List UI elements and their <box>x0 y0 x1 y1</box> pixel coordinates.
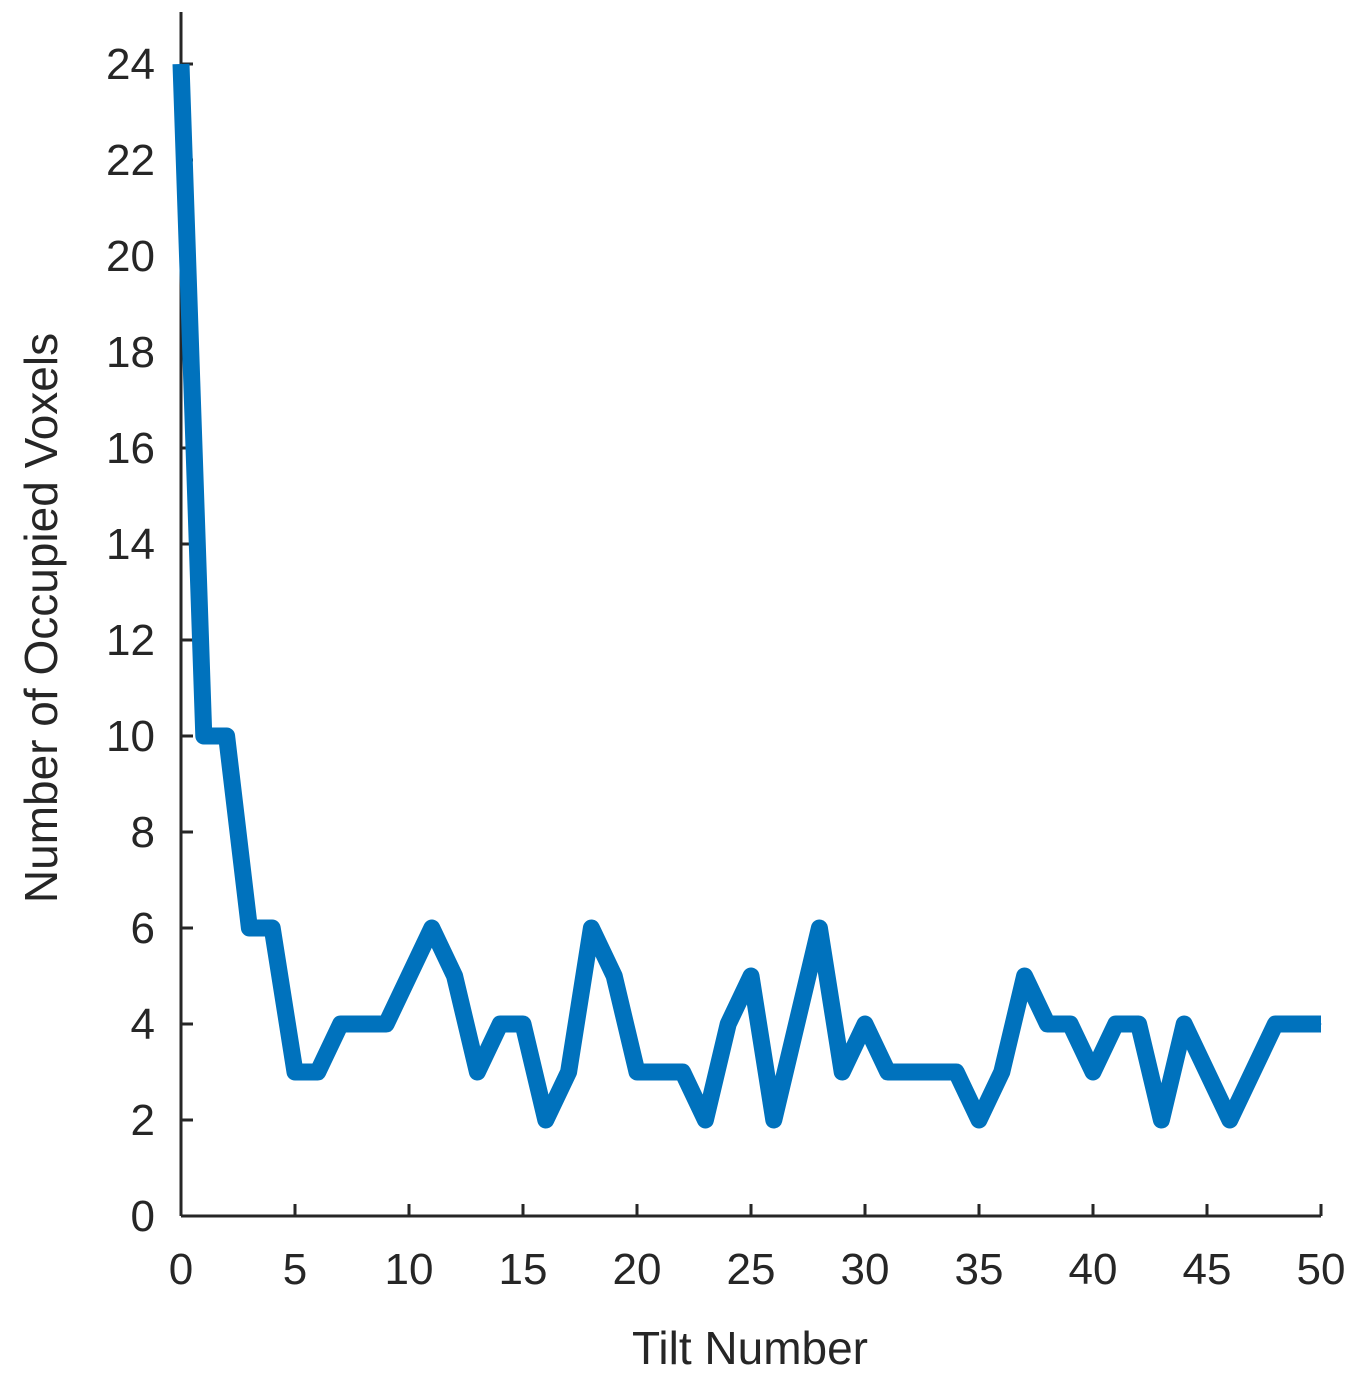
data-point <box>682 1071 684 1073</box>
data-point <box>545 1119 547 1121</box>
data-point <box>818 927 820 929</box>
data-point <box>180 63 182 65</box>
data-point <box>932 1071 934 1073</box>
data-point <box>841 1071 843 1073</box>
x-tick-label: 15 <box>499 1245 548 1294</box>
x-axis-title: Tilt Number <box>632 1322 868 1374</box>
y-tick-label: 18 <box>106 328 155 377</box>
data-point <box>727 1023 729 1025</box>
data-point <box>568 1071 570 1073</box>
x-tick-label: 40 <box>1069 1245 1118 1294</box>
data-point <box>1297 1023 1299 1025</box>
x-tick-label: 10 <box>385 1245 434 1294</box>
x-tick-label: 45 <box>1183 1245 1232 1294</box>
data-point <box>454 975 456 977</box>
data-point <box>1229 1119 1231 1121</box>
series-layer <box>172 63 1322 1129</box>
y-tick-label: 14 <box>106 520 155 569</box>
x-tick-label: 25 <box>727 1245 776 1294</box>
x-tick-label: 20 <box>613 1245 662 1294</box>
data-point <box>773 1119 775 1121</box>
data-point <box>1160 1119 1162 1121</box>
data-point <box>1115 1023 1117 1025</box>
data-point <box>362 1023 364 1025</box>
data-point <box>1024 975 1026 977</box>
data-point <box>955 1071 957 1073</box>
y-tick-label: 20 <box>106 232 155 281</box>
data-point <box>910 1071 912 1073</box>
x-ticks: 0 5 10 15 20 25 30 35 40 45 50 <box>169 1204 1346 1294</box>
x-tick-label: 0 <box>169 1245 193 1294</box>
data-point <box>248 927 250 929</box>
data-point <box>431 927 433 929</box>
x-tick-label: 30 <box>841 1245 890 1294</box>
data-point <box>226 735 228 737</box>
data-point <box>340 1023 342 1025</box>
y-tick-label: 4 <box>131 1000 155 1049</box>
data-point <box>1046 1023 1048 1025</box>
y-tick-label: 10 <box>106 712 155 761</box>
data-point <box>203 735 205 737</box>
data-point <box>659 1071 661 1073</box>
y-tick-label: 16 <box>106 424 155 473</box>
data-point <box>590 927 592 929</box>
y-tick-label: 0 <box>131 1192 155 1241</box>
data-point <box>1138 1023 1140 1025</box>
x-tick-label: 50 <box>1297 1245 1346 1294</box>
data-point <box>294 1071 296 1073</box>
data-point <box>1274 1023 1276 1025</box>
data-point <box>317 1071 319 1073</box>
x-tick-label: 5 <box>283 1245 307 1294</box>
data-point <box>1069 1023 1071 1025</box>
y-tick-label: 8 <box>131 808 155 857</box>
data-point <box>1092 1071 1094 1073</box>
data-point <box>408 975 410 977</box>
data-point <box>864 1023 866 1025</box>
data-point <box>1252 1071 1254 1073</box>
x-tick-label: 35 <box>955 1245 1004 1294</box>
data-point <box>1320 1023 1322 1025</box>
data-point <box>704 1119 706 1121</box>
data-point <box>499 1023 501 1025</box>
data-point <box>522 1023 524 1025</box>
data-point <box>1206 1071 1208 1073</box>
y-axis-title: Number of Occupied Voxels <box>15 333 67 903</box>
data-point <box>887 1071 889 1073</box>
data-point <box>385 1023 387 1025</box>
data-point <box>476 1071 478 1073</box>
data-point <box>613 975 615 977</box>
data-point <box>1183 1023 1185 1025</box>
data-point <box>636 1071 638 1073</box>
data-point <box>750 975 752 977</box>
y-tick-label: 12 <box>106 616 155 665</box>
y-tick-label: 2 <box>131 1096 155 1145</box>
y-tick-label: 24 <box>106 40 155 89</box>
data-point <box>796 1023 798 1025</box>
data-point <box>1001 1071 1003 1073</box>
data-point <box>978 1119 980 1121</box>
data-point <box>271 927 273 929</box>
series-line <box>172 63 1321 1129</box>
y-tick-label: 6 <box>131 904 155 953</box>
y-tick-label: 22 <box>106 136 155 185</box>
